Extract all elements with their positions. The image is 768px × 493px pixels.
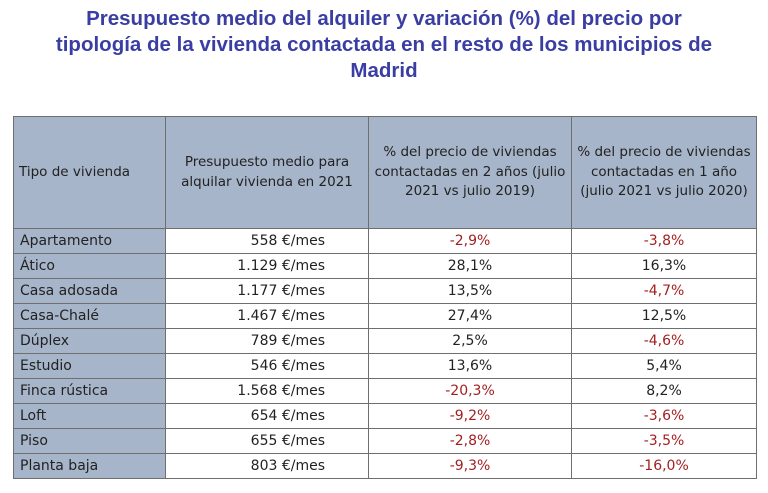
cell-presupuesto: 803 €/mes [165, 453, 369, 479]
cell-tipo: Piso [13, 428, 166, 454]
cell-presupuesto: 655 €/mes [165, 428, 369, 454]
table-body: Apartamento 558 €/mes -2,9% -3,8% Ático 1.129… [13, 228, 757, 479]
table-row: Apartamento 558 €/mes -2,9% -3,8% [13, 228, 757, 254]
cell-var-1-ano: 12,5% [571, 303, 757, 329]
cell-presupuesto: 1.568 €/mes [165, 378, 369, 404]
cell-var-1-ano: -3,8% [571, 228, 757, 254]
rent-table: Tipo de vivienda Presupuesto medio para … [13, 116, 757, 479]
table-row: Casa-Chalé 1.467 €/mes 27,4% 12,5% [13, 303, 757, 329]
cell-var-2-anos: 13,6% [368, 353, 572, 379]
cell-tipo: Apartamento [13, 228, 166, 254]
cell-tipo: Planta baja [13, 453, 166, 479]
cell-var-2-anos: -9,2% [368, 403, 572, 429]
cell-var-1-ano: 5,4% [571, 353, 757, 379]
cell-var-2-anos: -2,8% [368, 428, 572, 454]
table-row: Casa adosada 1.177 €/mes 13,5% -4,7% [13, 278, 757, 304]
cell-var-2-anos: -20,3% [368, 378, 572, 404]
table-row: Dúplex 789 €/mes 2,5% -4,6% [13, 328, 757, 354]
cell-tipo: Loft [13, 403, 166, 429]
title-line-1: Presupuesto medio del alquiler y variaci… [86, 7, 682, 30]
cell-var-1-ano: -4,7% [571, 278, 757, 304]
cell-var-1-ano: -16,0% [571, 453, 757, 479]
table-row: Ático 1.129 €/mes 28,1% 16,3% [13, 253, 757, 279]
header-var-1-ano: % del precio de viviendas contactadas en… [571, 116, 757, 229]
cell-tipo: Casa-Chalé [13, 303, 166, 329]
table-row: Piso 655 €/mes -2,8% -3,5% [13, 428, 757, 454]
cell-presupuesto: 558 €/mes [165, 228, 369, 254]
cell-var-2-anos: 28,1% [368, 253, 572, 279]
table-row: Estudio 546 €/mes 13,6% 5,4% [13, 353, 757, 379]
cell-presupuesto: 546 €/mes [165, 353, 369, 379]
header-presupuesto: Presupuesto medio para alquilar vivienda… [165, 116, 369, 229]
cell-tipo: Finca rústica [13, 378, 166, 404]
cell-presupuesto: 1.177 €/mes [165, 278, 369, 304]
header-var-2-anos: % del precio de viviendas contactadas en… [368, 116, 572, 229]
cell-presupuesto: 654 €/mes [165, 403, 369, 429]
cell-var-1-ano: 8,2% [571, 378, 757, 404]
cell-var-1-ano: -4,6% [571, 328, 757, 354]
cell-var-1-ano: -3,6% [571, 403, 757, 429]
cell-var-2-anos: 2,5% [368, 328, 572, 354]
table-row: Finca rústica 1.568 €/mes -20,3% 8,2% [13, 378, 757, 404]
title-line-3: Madrid [350, 59, 418, 82]
cell-var-1-ano: 16,3% [571, 253, 757, 279]
cell-presupuesto: 1.129 €/mes [165, 253, 369, 279]
cell-var-1-ano: -3,5% [571, 428, 757, 454]
page-title: Presupuesto medio del alquiler y variaci… [0, 6, 768, 84]
cell-var-2-anos: -9,3% [368, 453, 572, 479]
cell-tipo: Ático [13, 253, 166, 279]
table-row: Planta baja 803 €/mes -9,3% -16,0% [13, 453, 757, 479]
cell-var-2-anos: 27,4% [368, 303, 572, 329]
header-tipo: Tipo de vivienda [13, 116, 166, 229]
cell-var-2-anos: -2,9% [368, 228, 572, 254]
cell-tipo: Estudio [13, 353, 166, 379]
cell-tipo: Casa adosada [13, 278, 166, 304]
cell-tipo: Dúplex [13, 328, 166, 354]
cell-presupuesto: 789 €/mes [165, 328, 369, 354]
title-line-2: tipología de la vivienda contactada en e… [55, 33, 713, 56]
table-header-row: Tipo de vivienda Presupuesto medio para … [13, 116, 757, 229]
cell-var-2-anos: 13,5% [368, 278, 572, 304]
cell-presupuesto: 1.467 €/mes [165, 303, 369, 329]
table-row: Loft 654 €/mes -9,2% -3,6% [13, 403, 757, 429]
